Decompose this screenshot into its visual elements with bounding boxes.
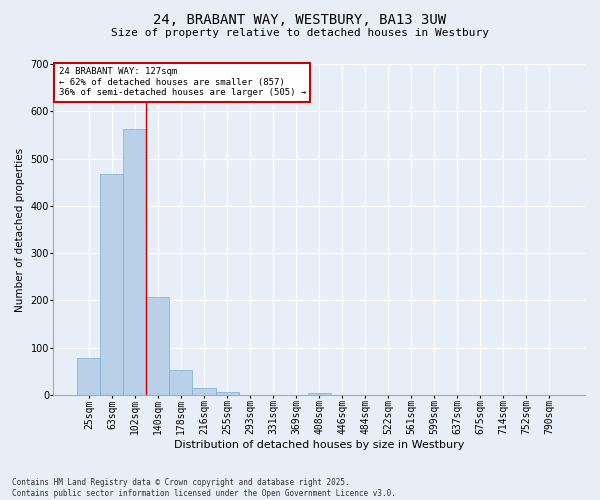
Bar (77, 358, 100, 395)
Bar (146, 296, 169, 395)
Bar (100, 174, 124, 395)
Bar (169, 370, 193, 395)
Bar (308, 392, 331, 395)
X-axis label: Distribution of detached houses by size in Westbury: Distribution of detached houses by size … (174, 440, 464, 450)
Text: Size of property relative to detached houses in Westbury: Size of property relative to detached ho… (111, 28, 489, 38)
Y-axis label: Number of detached properties: Number of detached properties (15, 148, 25, 312)
Bar (215, 392, 239, 395)
Bar (193, 388, 215, 395)
Bar (124, 129, 146, 395)
Text: Contains HM Land Registry data © Crown copyright and database right 2025.
Contai: Contains HM Land Registry data © Crown c… (12, 478, 396, 498)
Text: 24, BRABANT WAY, WESTBURY, BA13 3UW: 24, BRABANT WAY, WESTBURY, BA13 3UW (154, 12, 446, 26)
Text: 24 BRABANT WAY: 127sqm
← 62% of detached houses are smaller (857)
36% of semi-de: 24 BRABANT WAY: 127sqm ← 62% of detached… (59, 68, 306, 97)
